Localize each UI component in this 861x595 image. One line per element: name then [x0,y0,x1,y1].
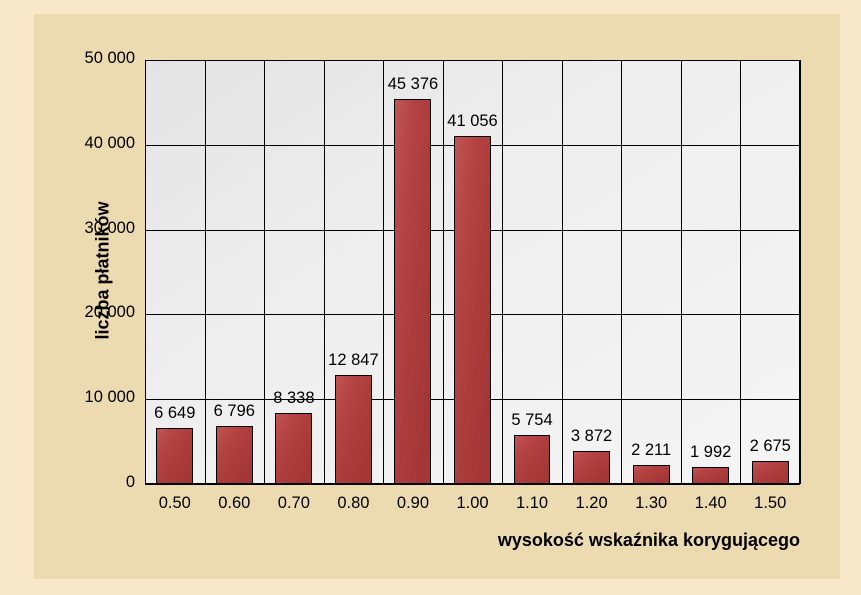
x-tick-label: 0.90 [383,494,443,513]
y-tick-label: 40 000 [65,134,135,153]
x-tick-label: 1.40 [681,494,741,513]
y-tick-label: 0 [65,473,135,492]
x-tick-label: 1.10 [502,494,562,513]
x-tick-label: 0.50 [145,494,205,513]
x-axis-title: wysokość wskaźnika korygującego [440,530,800,551]
plot-border [145,60,800,484]
x-tick-label: 1.20 [562,494,622,513]
y-axis-title: liczba płatników [93,181,114,361]
grid-line-h [145,484,800,485]
x-tick-label: 1.30 [621,494,681,513]
x-tick-label: 1.00 [443,494,503,513]
x-tick-label: 0.80 [323,494,383,513]
grid-line-v [800,60,801,484]
y-tick-label: 50 000 [65,49,135,68]
x-tick-label: 0.60 [204,494,264,513]
x-tick-label: 0.70 [264,494,324,513]
y-tick-label: 30 000 [65,219,135,238]
x-tick-label: 1.50 [740,494,800,513]
y-tick-label: 10 000 [65,388,135,407]
y-tick-label: 20 000 [65,303,135,322]
